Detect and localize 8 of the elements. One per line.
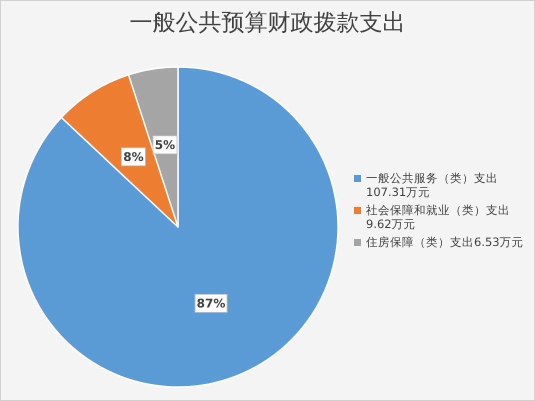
chart-title: 一般公共预算财政拨款支出 (128, 9, 406, 38)
data-label: 87% (196, 296, 226, 310)
legend-label: 住房保障（类）支出6.53万元 (366, 235, 525, 249)
data-label: 5% (154, 138, 176, 152)
data-label: 8% (123, 150, 144, 164)
legend-label: 社会保障和就业（类）支出9.62万元 (366, 203, 511, 231)
legend-label: 一般公共服务（类）支出107.31万元 (366, 171, 499, 199)
pie-slice (17, 66, 339, 388)
